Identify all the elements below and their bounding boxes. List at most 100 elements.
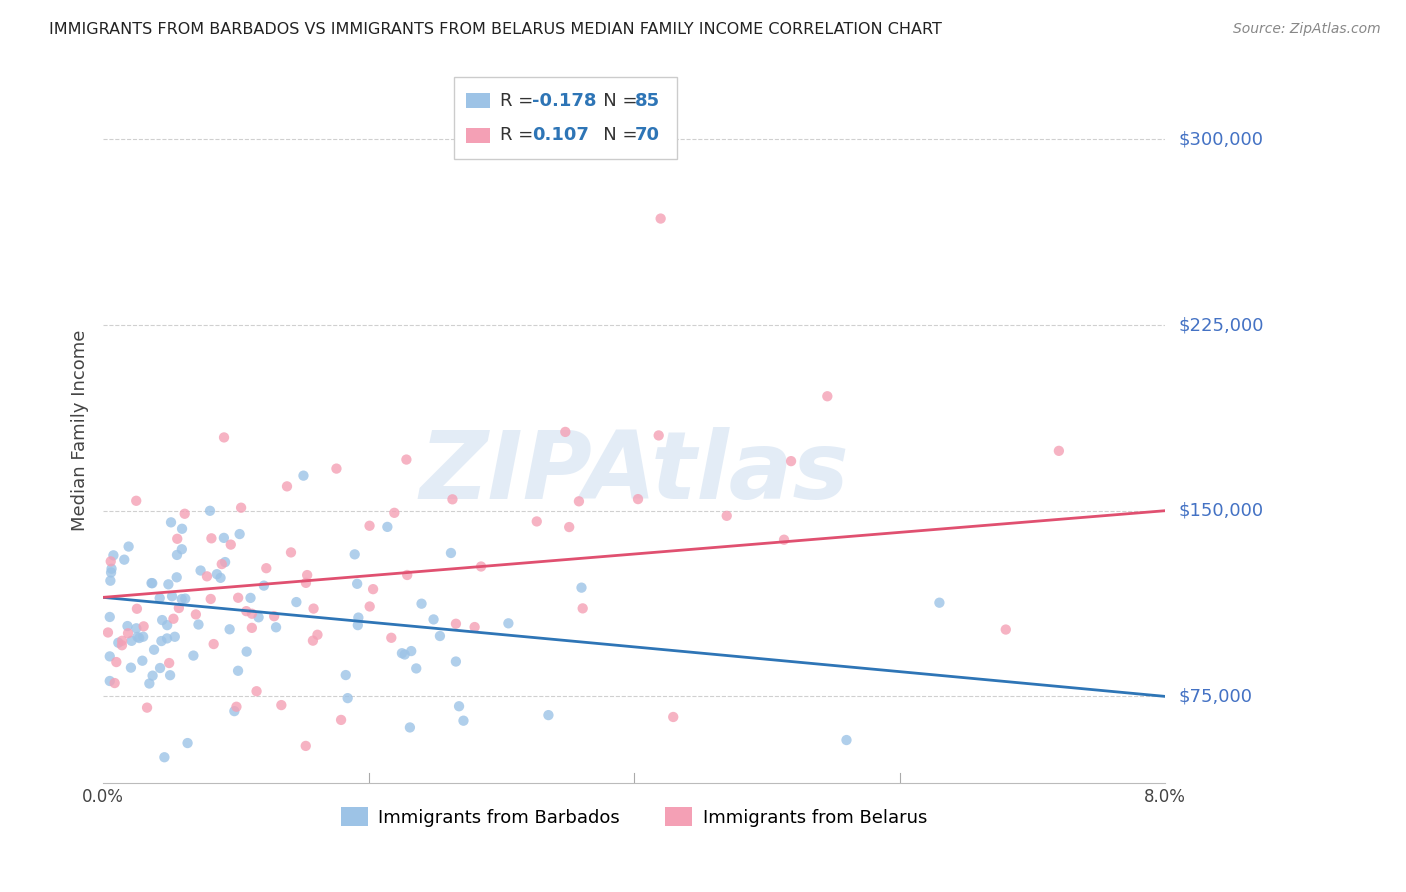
Point xyxy=(159,668,181,682)
Point xyxy=(170,592,193,607)
Point xyxy=(125,493,148,508)
Point xyxy=(571,581,593,595)
Point xyxy=(405,661,427,675)
Point xyxy=(276,479,298,493)
Point xyxy=(302,601,325,615)
Point xyxy=(138,676,160,690)
Legend: Immigrants from Barbados, Immigrants from Belarus: Immigrants from Barbados, Immigrants fro… xyxy=(333,800,935,834)
Point xyxy=(380,631,402,645)
Point xyxy=(167,601,190,615)
Point xyxy=(112,552,135,566)
Point xyxy=(149,661,172,675)
Point xyxy=(226,664,249,678)
Point xyxy=(240,621,263,635)
Point xyxy=(160,516,183,530)
Point xyxy=(263,609,285,624)
Point xyxy=(156,618,179,632)
Text: -0.178: -0.178 xyxy=(531,92,596,110)
Point xyxy=(132,630,155,644)
FancyBboxPatch shape xyxy=(467,93,489,109)
Point xyxy=(225,699,247,714)
Point xyxy=(526,515,548,529)
Point xyxy=(835,733,858,747)
Point xyxy=(100,566,122,580)
Point xyxy=(325,461,347,475)
Point xyxy=(245,684,267,698)
Point xyxy=(104,676,127,690)
Point xyxy=(157,577,180,591)
Point xyxy=(156,632,179,646)
Point xyxy=(235,644,257,658)
Point xyxy=(150,634,173,648)
Point xyxy=(464,620,486,634)
Point xyxy=(211,557,233,571)
Point xyxy=(105,655,128,669)
Point xyxy=(195,569,218,583)
Point xyxy=(97,625,120,640)
Point xyxy=(153,750,176,764)
Point xyxy=(202,637,225,651)
Point xyxy=(100,574,122,588)
Point xyxy=(200,591,222,606)
Point xyxy=(254,561,277,575)
Point xyxy=(166,548,188,562)
Point xyxy=(239,591,262,605)
Point xyxy=(359,599,381,614)
Point xyxy=(98,610,121,624)
Point xyxy=(166,532,188,546)
Point xyxy=(627,492,650,507)
Point xyxy=(247,610,270,624)
Point xyxy=(554,425,576,439)
Point xyxy=(537,708,560,723)
Point xyxy=(295,575,318,590)
Point xyxy=(176,736,198,750)
Point xyxy=(361,582,384,596)
Point xyxy=(336,691,359,706)
Point xyxy=(411,597,433,611)
Point xyxy=(335,668,357,682)
Point xyxy=(429,629,451,643)
Point xyxy=(226,591,249,605)
Point xyxy=(214,555,236,569)
Point xyxy=(98,649,121,664)
Point xyxy=(205,567,228,582)
Point xyxy=(498,616,520,631)
Point xyxy=(1047,443,1070,458)
Point xyxy=(422,612,444,626)
Text: R =: R = xyxy=(501,127,546,145)
Point xyxy=(111,638,134,652)
Point xyxy=(198,504,221,518)
Point xyxy=(395,452,418,467)
Point xyxy=(125,621,148,635)
Point xyxy=(773,533,796,547)
Point xyxy=(174,591,197,606)
Point xyxy=(125,601,148,615)
Point xyxy=(264,620,287,634)
Point xyxy=(128,631,150,645)
Point xyxy=(149,591,172,606)
Point xyxy=(662,710,685,724)
Point xyxy=(347,610,370,624)
Text: 85: 85 xyxy=(636,92,661,110)
Point xyxy=(447,699,470,714)
Point xyxy=(212,531,235,545)
Point xyxy=(117,619,139,633)
Point xyxy=(285,595,308,609)
Point xyxy=(187,617,209,632)
Point xyxy=(170,522,193,536)
Point xyxy=(127,630,149,644)
Point xyxy=(170,542,193,557)
Point xyxy=(100,562,122,576)
FancyBboxPatch shape xyxy=(467,128,489,143)
Text: $75,000: $75,000 xyxy=(1180,688,1253,706)
Point xyxy=(292,468,315,483)
Point xyxy=(132,619,155,633)
Point xyxy=(111,633,134,648)
Point xyxy=(173,507,195,521)
Point xyxy=(166,570,188,584)
Text: 0.107: 0.107 xyxy=(531,127,589,145)
Point xyxy=(343,547,366,561)
Point xyxy=(228,527,250,541)
Point xyxy=(394,648,416,662)
Text: N =: N = xyxy=(586,127,644,145)
